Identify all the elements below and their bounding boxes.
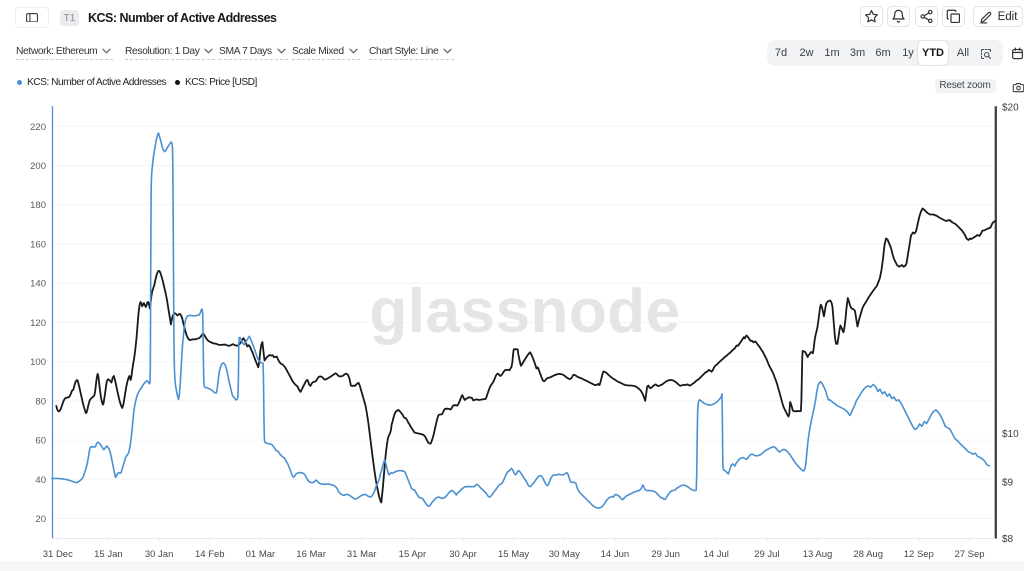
svg-text:120: 120	[30, 318, 46, 329]
svg-text:15 Jan: 15 Jan	[94, 549, 123, 560]
svg-text:14 Jun: 14 Jun	[601, 549, 630, 560]
svg-text:16 Mar: 16 Mar	[296, 549, 326, 560]
svg-text:15 Apr: 15 Apr	[399, 549, 426, 560]
svg-text:160: 160	[30, 240, 46, 251]
svg-text:15 May: 15 May	[498, 549, 529, 560]
svg-text:14 Jul: 14 Jul	[704, 549, 729, 560]
svg-text:28 Aug: 28 Aug	[853, 549, 883, 560]
svg-text:180: 180	[30, 200, 46, 211]
svg-text:$9: $9	[1002, 478, 1014, 489]
svg-text:220: 220	[30, 122, 46, 133]
svg-text:01 Mar: 01 Mar	[246, 549, 276, 560]
svg-text:$10: $10	[1002, 429, 1019, 440]
svg-text:27 Sep: 27 Sep	[954, 549, 984, 560]
svg-text:glassnode: glassnode	[369, 277, 680, 346]
svg-text:$8: $8	[1002, 534, 1014, 545]
svg-text:29 Jun: 29 Jun	[651, 549, 680, 560]
svg-text:40: 40	[35, 475, 46, 486]
svg-text:140: 140	[30, 279, 46, 290]
svg-text:$20: $20	[1002, 103, 1019, 114]
svg-text:30 May: 30 May	[549, 549, 580, 560]
svg-text:13 Aug: 13 Aug	[803, 549, 833, 560]
svg-text:60: 60	[35, 436, 46, 447]
svg-text:14 Feb: 14 Feb	[195, 549, 225, 560]
svg-text:200: 200	[30, 161, 46, 172]
svg-text:30 Apr: 30 Apr	[449, 549, 476, 560]
svg-text:12 Sep: 12 Sep	[904, 549, 934, 560]
svg-text:30 Jan: 30 Jan	[145, 549, 174, 560]
svg-text:80: 80	[35, 396, 46, 407]
svg-text:31 Dec: 31 Dec	[43, 549, 73, 560]
svg-text:29 Jul: 29 Jul	[754, 549, 779, 560]
svg-text:100: 100	[30, 357, 46, 368]
svg-text:31 Mar: 31 Mar	[347, 549, 377, 560]
svg-text:20: 20	[35, 514, 46, 525]
